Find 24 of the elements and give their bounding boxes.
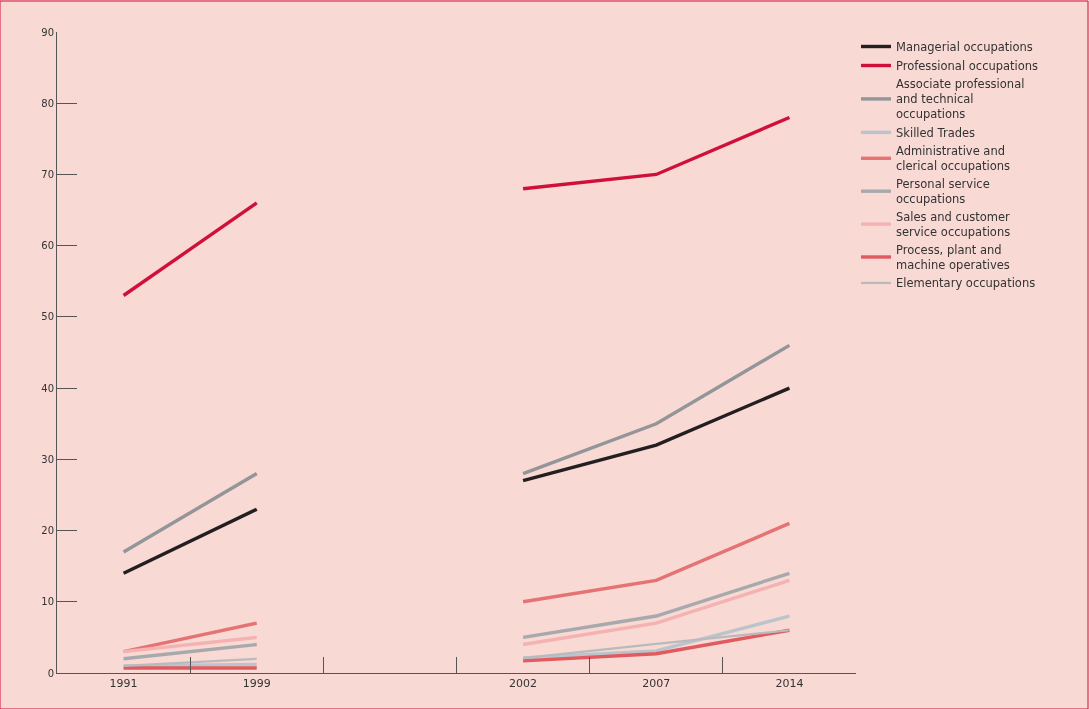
y-tick-label: 90 bbox=[41, 26, 54, 38]
legend-label: Skilled Trades bbox=[896, 125, 976, 140]
x-tick-label: 1999 bbox=[242, 677, 271, 691]
y-tick-label: 30 bbox=[41, 453, 54, 465]
y-tick-label: 60 bbox=[41, 240, 54, 252]
y-tick-label: 70 bbox=[41, 168, 54, 180]
y-tick-label: 50 bbox=[41, 311, 54, 323]
x-tick-label: 2007 bbox=[642, 677, 671, 691]
legend-label: Elementary occupations bbox=[896, 276, 1036, 291]
y-tick-label: 40 bbox=[41, 382, 54, 394]
legend-label: Personal service occupations bbox=[896, 177, 990, 207]
legend-label: Sales and customer service occupations bbox=[896, 210, 1011, 240]
y-tick-label: 80 bbox=[41, 97, 54, 109]
y-tick-label: 0 bbox=[47, 667, 54, 679]
legend-label: Managerial occupations bbox=[896, 39, 1033, 54]
legend-label: Administrative and clerical occupations bbox=[896, 144, 1011, 174]
x-tick-label: 2002 bbox=[509, 677, 538, 691]
legend-label: Professional occupations bbox=[896, 58, 1039, 73]
legend-label: Associate professional and technical occupations bbox=[896, 77, 1025, 122]
x-tick-label: 2014 bbox=[775, 677, 804, 691]
legend-label: Process, plant and machine operatives bbox=[896, 243, 1010, 272]
x-tick-label: 1991 bbox=[109, 677, 138, 691]
y-tick-label: 20 bbox=[41, 525, 54, 537]
y-tick-label: 10 bbox=[41, 596, 54, 608]
